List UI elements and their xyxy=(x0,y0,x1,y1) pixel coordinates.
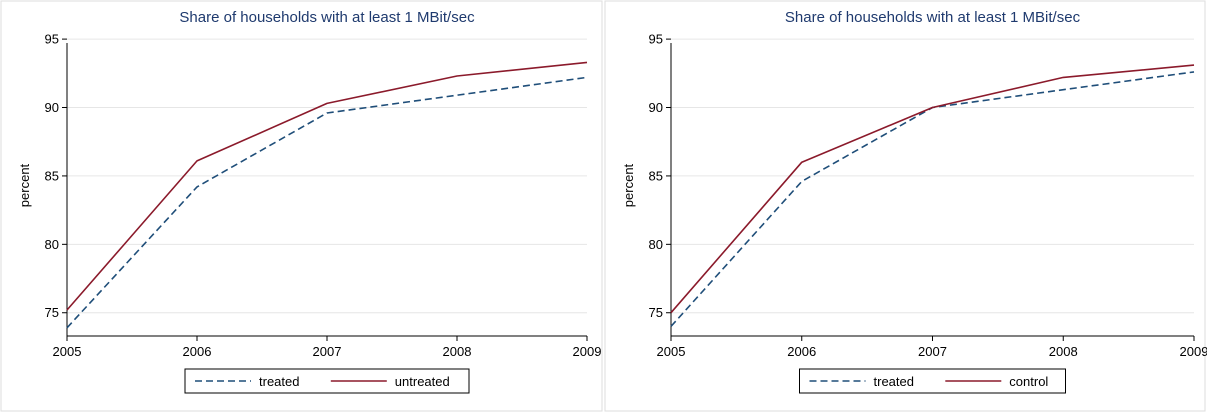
legend-label-untreated: untreated xyxy=(395,374,450,389)
x-tick-label: 2008 xyxy=(1049,344,1078,359)
y-axis-label: percent xyxy=(17,163,32,207)
line-chart-right: Share of households with at least 1 MBit… xyxy=(604,0,1207,412)
data-point-treated xyxy=(800,179,804,183)
x-tick-label: 2006 xyxy=(787,344,816,359)
x-tick-label: 2007 xyxy=(918,344,947,359)
data-point-untreated xyxy=(195,159,199,163)
data-point-control xyxy=(1192,63,1196,67)
y-tick-label: 80 xyxy=(649,237,663,252)
legend-label-control: control xyxy=(1009,374,1048,389)
data-point-treated xyxy=(65,326,69,330)
y-tick-label: 85 xyxy=(649,168,663,183)
series-line-untreated xyxy=(66,61,588,311)
chart-panel-left: Share of households with at least 1 MBit… xyxy=(0,0,603,412)
data-point-untreated xyxy=(585,60,589,64)
data-point-control xyxy=(800,160,804,164)
y-tick-label: 95 xyxy=(649,32,663,47)
data-point-treated xyxy=(1192,70,1196,74)
series-line-control xyxy=(670,64,1195,314)
y-tick-label: 75 xyxy=(45,305,59,320)
data-point-treated xyxy=(1061,88,1065,92)
data-point-treated xyxy=(325,111,329,115)
y-tick-label: 85 xyxy=(45,168,59,183)
data-point-control xyxy=(669,311,673,315)
x-tick-label: 2007 xyxy=(313,344,342,359)
legend: treated control xyxy=(799,368,1066,394)
legend-label-treated: treated xyxy=(259,374,299,389)
y-axis-label: percent xyxy=(621,163,636,207)
data-point-control xyxy=(931,106,935,110)
y-tick-label: 90 xyxy=(45,100,59,115)
series-line-treated xyxy=(670,71,1195,327)
x-tick-label: 2008 xyxy=(443,344,472,359)
data-point-control xyxy=(1061,75,1065,79)
chart-title: Share of households with at least 1 MBit… xyxy=(179,9,475,26)
x-tick-label: 2005 xyxy=(657,344,686,359)
graph-frame xyxy=(0,0,603,412)
x-tick-label: 2009 xyxy=(573,344,602,359)
data-point-treated xyxy=(669,324,673,328)
y-tick-label: 90 xyxy=(649,100,663,115)
y-tick-label: 75 xyxy=(649,305,663,320)
data-point-treated xyxy=(585,75,589,79)
x-tick-label: 2006 xyxy=(183,344,212,359)
data-point-untreated xyxy=(455,74,459,78)
y-tick-label: 95 xyxy=(45,32,59,47)
y-tick-label: 80 xyxy=(45,237,59,252)
graph-frame xyxy=(604,0,1206,412)
chart-panel-right: Share of households with at least 1 MBit… xyxy=(604,0,1207,413)
x-tick-label: 2005 xyxy=(53,344,82,359)
data-point-untreated xyxy=(325,101,329,105)
series-line-treated xyxy=(66,76,588,329)
data-point-untreated xyxy=(65,308,69,312)
data-point-treated xyxy=(195,185,199,189)
legend: treated untreated xyxy=(184,368,470,394)
data-point-treated xyxy=(455,93,459,97)
x-tick-label: 2009 xyxy=(1180,344,1207,359)
chart-title: Share of households with at least 1 MBit… xyxy=(785,9,1081,26)
line-chart-left: Share of households with at least 1 MBit… xyxy=(0,0,603,412)
legend-label-treated: treated xyxy=(874,374,914,389)
